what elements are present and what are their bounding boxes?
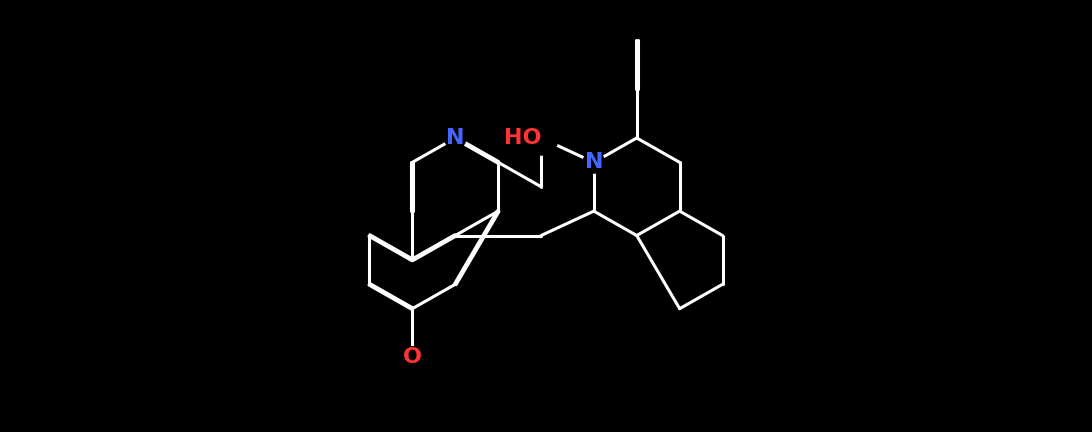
Text: O: O bbox=[403, 347, 422, 368]
Circle shape bbox=[402, 347, 423, 368]
Circle shape bbox=[524, 121, 558, 155]
Text: N: N bbox=[584, 152, 603, 172]
Circle shape bbox=[444, 127, 466, 149]
Circle shape bbox=[583, 152, 605, 173]
Text: N: N bbox=[446, 128, 464, 148]
Text: HO: HO bbox=[503, 128, 542, 148]
